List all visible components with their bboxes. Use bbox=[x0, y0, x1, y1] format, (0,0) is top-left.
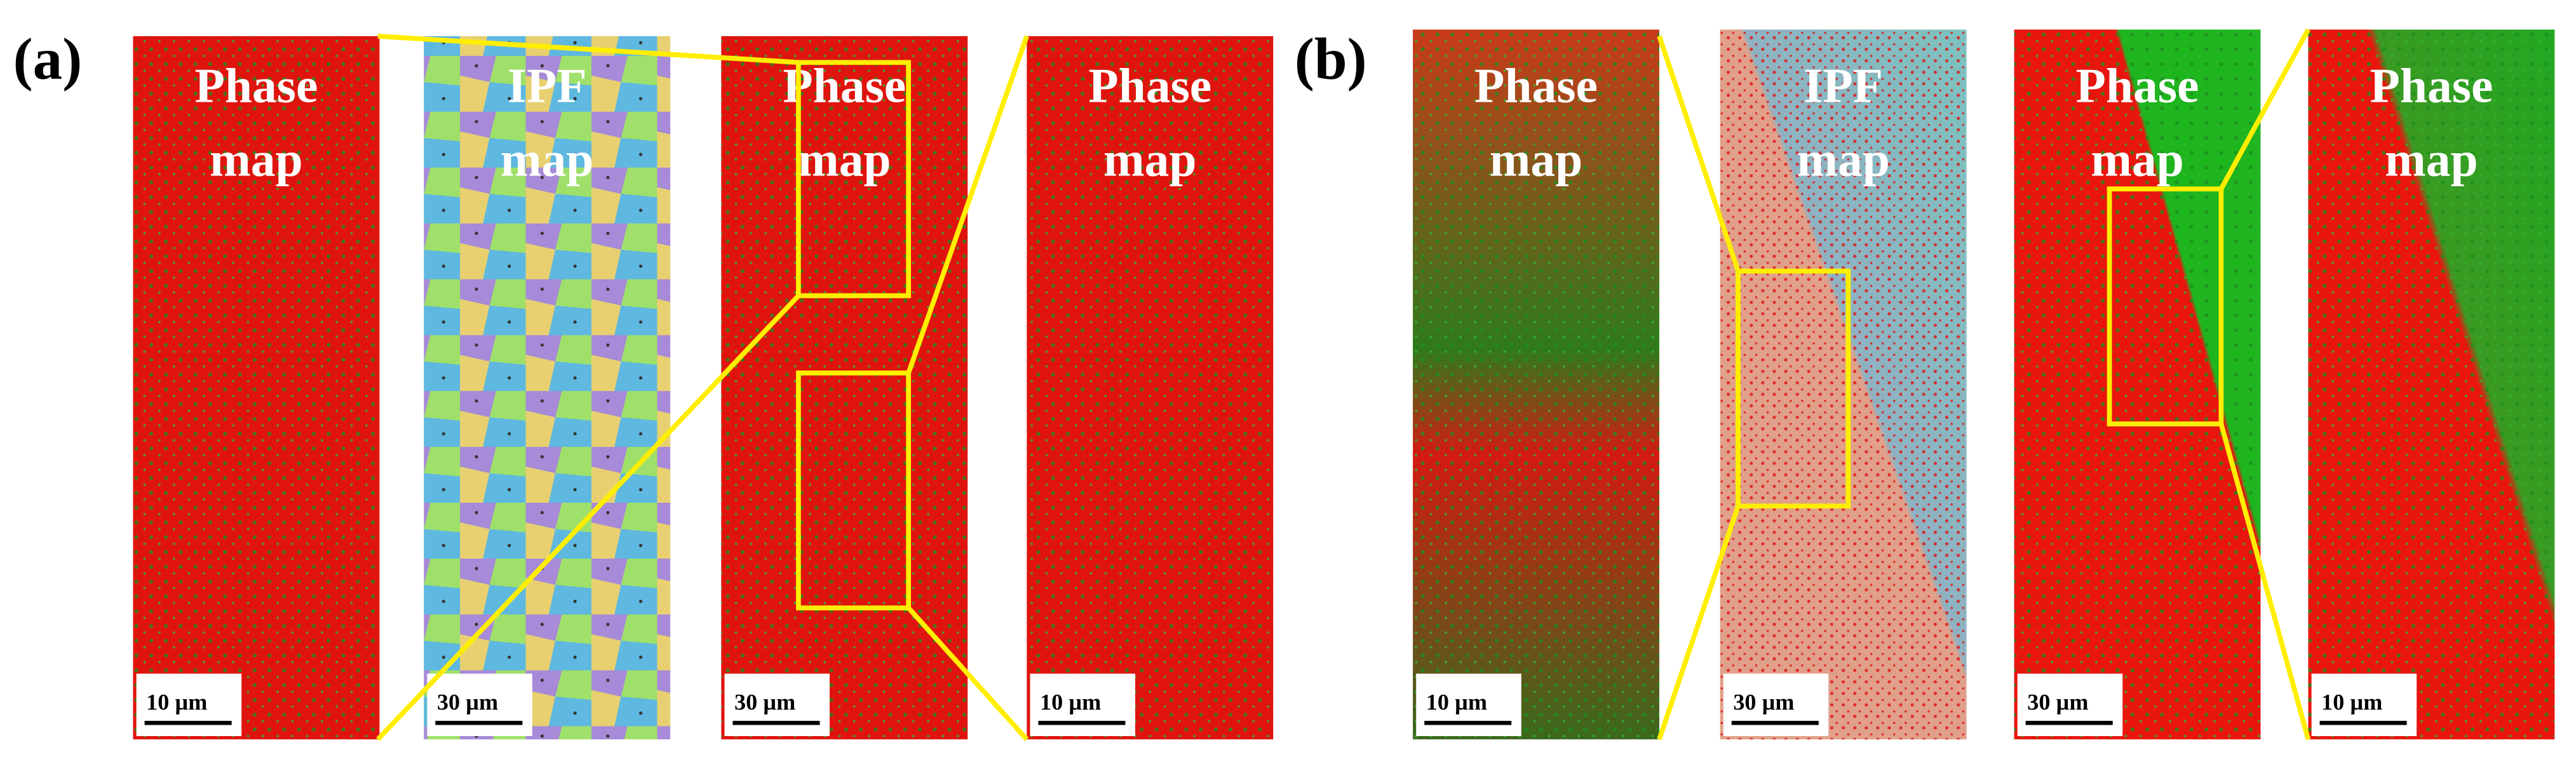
scale-bar-label: 10 µm bbox=[1426, 690, 1487, 715]
scale-bar-label: 30 µm bbox=[2027, 690, 2088, 715]
map-title: map bbox=[798, 132, 891, 187]
map-texture bbox=[1413, 29, 1659, 740]
map-title: map bbox=[1490, 132, 1583, 187]
map-title: Phase bbox=[194, 58, 318, 113]
map-texture bbox=[2308, 29, 2555, 740]
map-title: Phase bbox=[2076, 58, 2199, 113]
scale-bar-box bbox=[136, 673, 242, 737]
map-title: map bbox=[501, 132, 594, 187]
map-title: map bbox=[210, 132, 303, 187]
map-texture bbox=[1720, 29, 1967, 740]
scale-bar-label: 30 µm bbox=[437, 690, 498, 715]
map-title: IPF bbox=[508, 58, 587, 113]
scale-bar-label: 10 µm bbox=[146, 690, 207, 715]
map-title: IPF bbox=[1804, 58, 1883, 113]
map-texture bbox=[1027, 36, 1274, 740]
scale-bar-label: 30 µm bbox=[1733, 690, 1794, 715]
panel-label: (a) bbox=[13, 27, 83, 92]
map-texture bbox=[721, 36, 968, 740]
map-image bbox=[424, 36, 671, 740]
map-title: Phase bbox=[1474, 58, 1598, 113]
scale-bar-label: 30 µm bbox=[734, 690, 795, 715]
scale-bar-box bbox=[724, 673, 830, 737]
map-title: map bbox=[1797, 132, 1890, 187]
scale-bar-box bbox=[427, 673, 532, 737]
scale-bar-label: 10 µm bbox=[2321, 690, 2382, 715]
scale-bar-box bbox=[1416, 673, 1521, 737]
map-title: Phase bbox=[1088, 58, 1211, 113]
scale-bar-box bbox=[1723, 673, 1829, 737]
scale-bar-box bbox=[2311, 673, 2417, 737]
scale-bar-box bbox=[1030, 673, 1135, 737]
connector-lines bbox=[375, 28, 2311, 741]
panel-label: (b) bbox=[1295, 27, 1367, 92]
map-title: Phase bbox=[2370, 58, 2493, 113]
map-title: map bbox=[2385, 132, 2478, 187]
scale-bar-label: 10 µm bbox=[1040, 690, 1101, 715]
map-title: Phase bbox=[783, 58, 906, 113]
map-texture bbox=[133, 36, 380, 740]
map-title: map bbox=[2091, 132, 2184, 187]
map-title: map bbox=[1103, 132, 1197, 187]
scale-bar-box bbox=[2017, 673, 2123, 737]
